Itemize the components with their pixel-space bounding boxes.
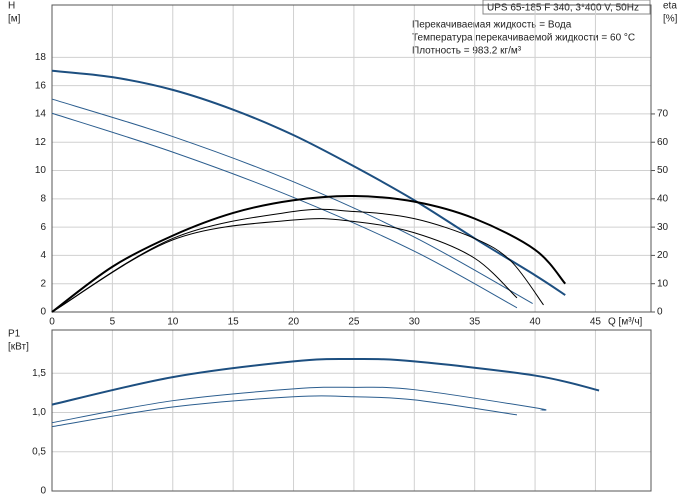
x-tick-label: 30 (409, 317, 421, 328)
chart-title: UPS 65-185 F 340, 3*400 V, 50Hz (487, 3, 639, 14)
x-tick-label: 20 (288, 317, 300, 328)
curve (51, 112, 518, 309)
y-tick-label: 12 (35, 137, 47, 148)
x-tick-label: 10 (167, 317, 179, 328)
y-tick-label: 0 (40, 307, 46, 318)
x-tick-label: 45 (590, 317, 602, 328)
x-axis-label: Q [м³/ч] (608, 317, 643, 328)
plot-frame (51, 329, 652, 492)
y-tick-label: 6 (40, 222, 46, 233)
y-axis-unit: [кВт] (8, 342, 29, 353)
x-tick-label: 5 (110, 317, 116, 328)
y2-axis-unit: [%] (663, 14, 678, 25)
y-tick-label: 1,5 (32, 368, 46, 379)
curve (51, 358, 600, 406)
y-tick-label: 14 (35, 109, 47, 120)
y2-tick-label: 60 (657, 137, 669, 148)
y-tick-label: 18 (35, 52, 47, 63)
curve (51, 218, 518, 313)
y-axis-label: H (8, 1, 15, 12)
x-tick-label: 40 (530, 317, 542, 328)
y-tick-label: 0,5 (32, 446, 46, 457)
y-tick-label: 10 (35, 165, 47, 176)
curve (51, 395, 518, 428)
annotation: Температура перекачиваемой жидкости = 60… (412, 33, 635, 44)
y-tick-label: 0 (40, 486, 46, 497)
y-tick-label: 8 (40, 193, 46, 204)
title-box (482, 0, 651, 15)
y-axis-label: P1 (8, 329, 21, 340)
y-tick-label: 4 (40, 250, 46, 261)
x-tick-label: 15 (228, 317, 240, 328)
annotation: Перекачиваемая жидкость = Вода (412, 20, 572, 31)
curve (51, 194, 567, 313)
x-tick-label: 25 (348, 317, 360, 328)
annotation: Плотность = 983.2 кг/м³ (412, 46, 522, 57)
x-tick-label: 0 (49, 317, 55, 328)
y-tick-label: 1,0 (32, 407, 46, 418)
y2-tick-label: 10 (657, 278, 669, 289)
curve (51, 386, 547, 424)
y2-tick-label: 30 (657, 222, 669, 233)
curve (51, 69, 566, 296)
y-tick-label: 16 (35, 80, 47, 91)
x-tick-label: 35 (469, 317, 481, 328)
y2-axis-label: eta (663, 1, 677, 12)
y2-tick-label: 20 (657, 250, 669, 261)
y-axis-unit: [м] (8, 14, 21, 25)
y2-tick-label: 0 (657, 307, 663, 318)
y2-tick-label: 40 (657, 193, 669, 204)
curve (51, 98, 533, 304)
y-tick-label: 2 (40, 278, 46, 289)
y2-tick-label: 70 (657, 109, 669, 120)
y2-tick-label: 50 (657, 165, 669, 176)
plot-frame (51, 4, 652, 313)
curve (51, 208, 544, 313)
